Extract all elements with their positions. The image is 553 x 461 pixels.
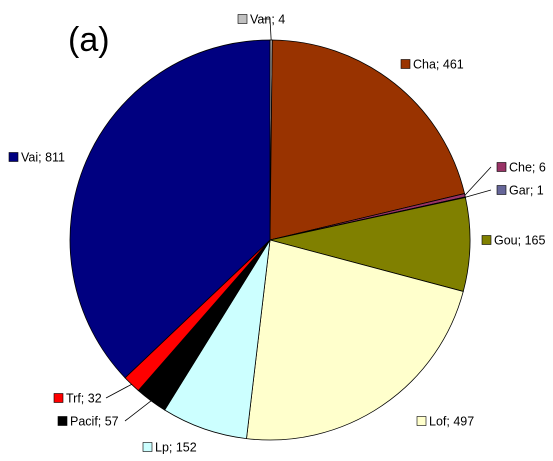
label-swatch (481, 235, 492, 245)
label-swatch (496, 162, 507, 172)
data-label: Gou; 165 (494, 233, 545, 247)
leader-line (465, 189, 492, 198)
data-label: Pacif; 57 (70, 414, 119, 428)
pie-slice (269, 39, 466, 241)
data-label: Vai; 811 (21, 150, 65, 164)
data-label: Lof; 497 (429, 414, 474, 428)
label-swatch (57, 416, 68, 426)
data-label: Cha; 461 (413, 57, 464, 71)
leader-line (105, 383, 132, 399)
label-swatch (400, 59, 411, 69)
leader-line (464, 166, 492, 196)
pie-slice (246, 239, 464, 441)
data-label: Lp; 152 (155, 440, 197, 454)
data-label: Trf; 32 (66, 391, 102, 405)
chart-title: (a) (68, 21, 110, 59)
pie-slice (69, 39, 271, 379)
data-label: Gar; 1 (509, 183, 544, 197)
label-swatch (416, 416, 427, 426)
data-label: Che; 6 (509, 160, 546, 174)
pie-slice (269, 197, 471, 292)
leader-line (262, 18, 272, 41)
label-swatch (8, 152, 19, 162)
leader-line (124, 400, 152, 422)
label-swatch (53, 393, 64, 403)
label-swatch (142, 442, 153, 452)
label-swatch (237, 14, 248, 24)
data-label: Van; 4 (250, 12, 285, 26)
label-swatch (496, 185, 507, 195)
